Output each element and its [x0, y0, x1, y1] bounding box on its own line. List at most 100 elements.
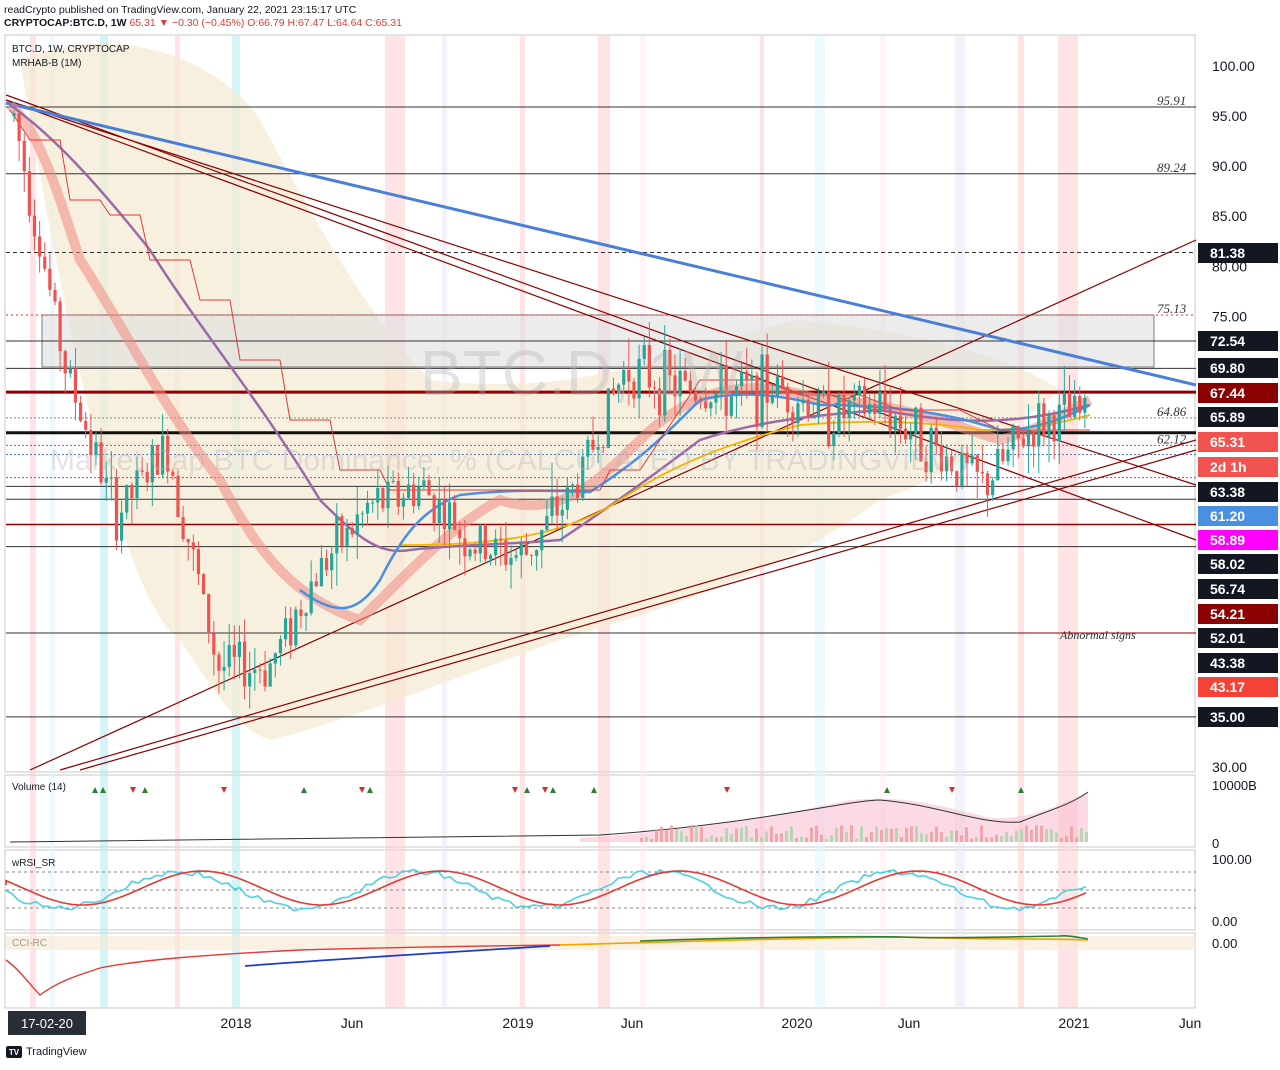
volume-bar	[865, 836, 868, 842]
price-label: 63.38	[1198, 482, 1278, 502]
signal-band	[100, 36, 108, 1008]
y-axis-tick: 90.00	[1212, 158, 1247, 174]
volume-bar	[760, 836, 763, 842]
candle-body	[806, 399, 810, 419]
level-label: 75.13	[1157, 301, 1187, 316]
candle-body	[622, 369, 626, 385]
volume-bar	[750, 837, 753, 842]
candle-body	[268, 663, 272, 687]
volume-bar	[870, 831, 873, 842]
candle-body	[970, 455, 974, 464]
volume-bar	[830, 835, 833, 842]
x-axis-label: 2018	[220, 1015, 251, 1031]
candle-body	[601, 446, 605, 448]
candle-body	[760, 354, 764, 427]
trendline	[79, 449, 1197, 771]
candle-body	[309, 581, 313, 614]
volume-bar	[915, 825, 918, 842]
candle-body	[335, 516, 339, 554]
volume-bar	[920, 833, 923, 842]
footer-brand: TradingView	[26, 1046, 87, 1058]
candle-body	[642, 345, 646, 359]
trendline	[5, 94, 901, 421]
candle-body	[939, 445, 944, 472]
y-axis-tick: 100.00	[1212, 58, 1255, 74]
volume-bar	[1000, 836, 1003, 842]
candle-body	[79, 402, 83, 421]
candle-body	[581, 456, 585, 498]
volume-ma	[9, 791, 1089, 843]
candle-body	[821, 391, 826, 394]
signal-band	[1018, 36, 1024, 1008]
candle-body	[991, 480, 995, 496]
candle-body	[43, 256, 47, 269]
x-axis-label: Jun	[341, 1015, 364, 1031]
tradingview-logo-icon: TV	[6, 1046, 22, 1058]
candle-body	[473, 549, 477, 554]
x-axis-label: Jun	[621, 1015, 644, 1031]
candle-body	[376, 488, 380, 503]
volume-bar	[755, 828, 758, 842]
candle-body	[560, 509, 564, 516]
candle-body	[893, 415, 897, 431]
buy-signal-icon	[1018, 787, 1024, 793]
candle-body	[340, 516, 344, 547]
price-label: 69.80	[1198, 358, 1278, 378]
candle-body	[775, 376, 780, 397]
candle-body	[862, 385, 867, 414]
candle-body	[550, 496, 554, 517]
candle-body	[53, 289, 57, 302]
candle-body	[980, 471, 984, 474]
crosshair-date-box: 17-02-20	[8, 1011, 86, 1035]
candle-body	[786, 386, 790, 413]
candle-body	[652, 387, 657, 389]
candle-body	[950, 456, 954, 472]
candle-body	[294, 609, 298, 646]
candle-body	[104, 477, 108, 483]
candle-body	[453, 502, 457, 530]
candle-body	[540, 529, 544, 551]
volume-tick: 0	[1212, 836, 1219, 851]
sell-signal-icon	[542, 787, 548, 793]
annotation-text: Abnormal signs	[1059, 628, 1136, 642]
volume-bar	[1015, 830, 1018, 842]
volume-bar	[675, 828, 678, 842]
candle-body	[668, 349, 672, 376]
candle-body	[965, 452, 969, 464]
candle-body	[596, 446, 600, 450]
candle-body	[975, 455, 979, 472]
candle-body	[32, 215, 37, 237]
volume-bar	[785, 830, 788, 842]
candle-body	[898, 415, 903, 429]
candle-body	[365, 502, 370, 514]
volume-bar	[890, 828, 893, 842]
candle-body	[242, 641, 247, 687]
candle-body	[427, 480, 431, 496]
candle-body	[565, 487, 569, 510]
buy-signal-icon	[884, 787, 890, 793]
blue-trendline	[5, 101, 1197, 387]
candle-body	[263, 670, 267, 687]
volume-tick: 10000B	[1212, 778, 1257, 793]
candle-body	[555, 496, 559, 516]
volume-bar	[955, 830, 958, 842]
candle-body	[27, 171, 31, 216]
candle-body	[468, 549, 472, 557]
volume-bar	[735, 828, 738, 842]
volume-bar	[905, 827, 908, 842]
cci-blue	[244, 945, 551, 967]
buy-signal-icon	[92, 787, 98, 793]
candle-body	[914, 407, 918, 435]
candle-body	[447, 502, 452, 530]
ma-blue	[299, 393, 1091, 610]
volume-bar	[1060, 837, 1063, 842]
volume-bar	[1030, 829, 1033, 842]
candle-body	[827, 391, 831, 447]
candle-body	[135, 470, 139, 498]
volume-bar	[740, 827, 743, 842]
volume-bar	[995, 834, 998, 842]
candle-body	[171, 471, 175, 476]
signal-band	[880, 36, 886, 1008]
candle-body	[745, 371, 749, 380]
